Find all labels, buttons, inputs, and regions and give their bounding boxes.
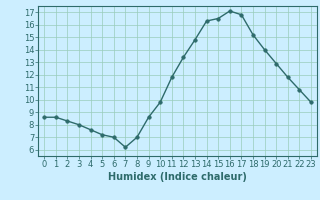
X-axis label: Humidex (Indice chaleur): Humidex (Indice chaleur) [108, 172, 247, 182]
